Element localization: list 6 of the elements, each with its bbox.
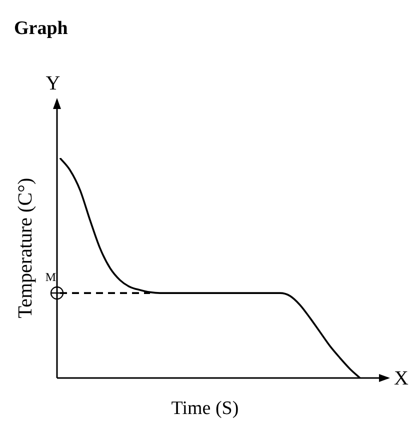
text: X xyxy=(394,367,409,390)
x-axis-title: Time (S) xyxy=(171,398,239,419)
y-axis-title: Temperature (C°) xyxy=(14,178,36,318)
chart-title: Graph xyxy=(14,18,68,39)
text: Y xyxy=(46,72,60,94)
annotation: M xyxy=(45,270,56,284)
